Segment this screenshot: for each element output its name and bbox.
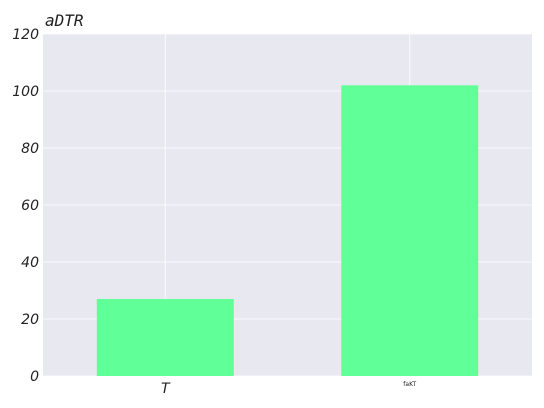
y-tick-label: 0 [30, 369, 39, 385]
bar-faKT [341, 85, 479, 377]
x-tick-label: T [161, 381, 171, 397]
bars [96, 85, 479, 377]
y-tick-label: 60 [21, 198, 39, 214]
x-tick-label: faKT [403, 381, 416, 388]
y-tick-label: 80 [21, 141, 39, 157]
y-tick-label: 100 [12, 84, 39, 100]
y-tick-label: 120 [12, 27, 39, 43]
y-tick-label: 40 [21, 255, 39, 271]
y-tick-label: 20 [21, 312, 39, 328]
chart-title: aDTR [45, 11, 84, 30]
bar-T [96, 299, 234, 376]
y-axis-ticks: 0 20 40 60 80 100 120 [12, 27, 39, 385]
